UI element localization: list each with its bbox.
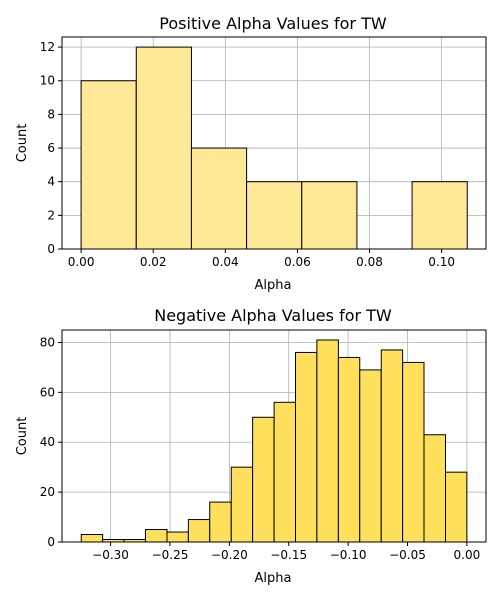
x-tick-label: 0.00 (68, 255, 95, 269)
x-tick-label: −0.25 (152, 548, 189, 562)
histogram-bar (144, 529, 168, 543)
y-tick-label: 8 (47, 107, 55, 121)
histogram-bar (80, 80, 137, 250)
histogram-bars (80, 339, 468, 543)
histogram-bar (209, 501, 232, 543)
x-tick-label: 0.00 (454, 548, 481, 562)
histogram-bar (190, 147, 248, 250)
x-axis-label: Alpha (255, 571, 292, 586)
y-tick-label: 80 (40, 335, 55, 349)
histogram-bar (411, 181, 468, 250)
plot-frame (61, 329, 487, 543)
histogram-bar (246, 181, 303, 250)
y-axis-label: Count (15, 124, 30, 163)
chart-title: Negative Alpha Values for TW (154, 306, 392, 325)
histogram-bar (187, 519, 211, 543)
y-tick-label: 4 (47, 175, 55, 189)
y-tick-label: 10 (40, 74, 55, 88)
axis-ticks: 0.00 0.02 0.04 0.06 0.08 0.10 0 2 4 6 8 10 12 (40, 40, 455, 269)
x-tick-label: 0.08 (356, 255, 383, 269)
y-tick-label: 60 (40, 385, 55, 399)
histogram-bar (445, 471, 468, 543)
x-tick-label: 0.04 (212, 255, 239, 269)
histogram-bar (273, 401, 296, 543)
axis-ticks: −0.30 −0.25 −0.20 −0.15 −0.10 −0.05 0.00 0 20 40 6… (40, 335, 481, 562)
histogram-bar (402, 361, 425, 543)
x-tick-label: −0.15 (270, 548, 307, 562)
histogram-bar (230, 466, 254, 543)
positive-alpha-histogram: Positive Alpha Values for TW 0.00 0.02 0.0… (15, 14, 487, 293)
chart-title: Positive Alpha Values for TW (159, 14, 387, 33)
y-tick-label: 12 (40, 40, 55, 54)
histogram-bar (80, 534, 104, 543)
histogram-bar (337, 356, 361, 543)
y-tick-label: 0 (47, 242, 55, 256)
histogram-bar (166, 531, 189, 543)
x-tick-label: −0.30 (92, 548, 129, 562)
histogram-bar (359, 369, 382, 543)
y-tick-label: 20 (40, 485, 55, 499)
histogram-bar (423, 434, 447, 543)
x-axis-label: Alpha (255, 278, 292, 293)
x-tick-label: 0.10 (428, 255, 455, 269)
negative-alpha-histogram: Negative Alpha Values for TW −0.30 −0.25−… (15, 306, 487, 586)
histogram-bar (135, 46, 192, 250)
x-tick-label: −0.10 (330, 548, 367, 562)
y-axis-label: Count (15, 417, 30, 456)
y-tick-label: 6 (47, 141, 55, 155)
histogram-bar (294, 351, 318, 543)
y-tick-label: 0 (47, 535, 55, 549)
plot-frame (61, 36, 487, 250)
histogram-bars (80, 46, 468, 250)
y-tick-label: 40 (40, 435, 55, 449)
histogram-bar (380, 349, 404, 543)
x-tick-label: −0.05 (389, 548, 426, 562)
histogram-bar (316, 339, 339, 543)
histogram-bar (301, 181, 358, 250)
x-tick-label: −0.20 (211, 548, 248, 562)
histogram-bar (252, 416, 275, 543)
y-tick-label: 2 (47, 208, 55, 222)
x-tick-label: 0.06 (284, 255, 311, 269)
x-tick-label: 0.02 (140, 255, 167, 269)
